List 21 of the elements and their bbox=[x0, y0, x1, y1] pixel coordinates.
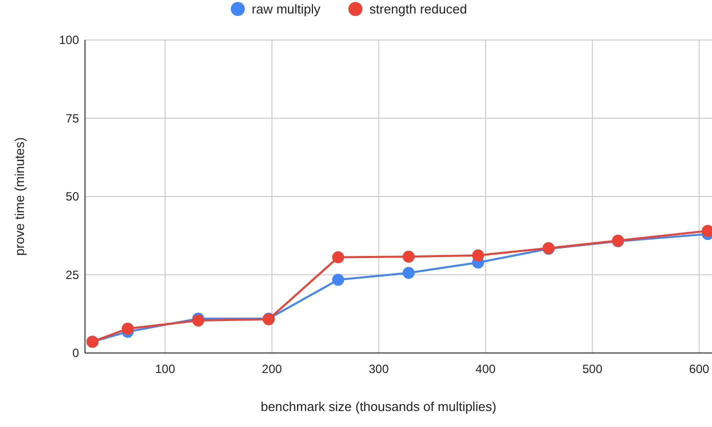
y-tick-label: 0 bbox=[72, 346, 80, 360]
y-tick-label: 100 bbox=[58, 33, 80, 47]
x-tick-label: 400 bbox=[476, 362, 496, 376]
x-tick-label: 600 bbox=[689, 362, 710, 376]
point bbox=[332, 251, 344, 264]
x-tick-label: 200 bbox=[262, 362, 282, 376]
x-tick-label: 100 bbox=[155, 362, 176, 376]
point bbox=[402, 266, 415, 279]
y-axis-title: prove time (minutes) bbox=[12, 137, 27, 256]
y-tick-label: 75 bbox=[66, 111, 80, 126]
x-tick-label: 300 bbox=[368, 362, 390, 376]
x-tick-label: 500 bbox=[582, 362, 603, 376]
point bbox=[122, 322, 134, 335]
y-tick-label: 25 bbox=[66, 268, 80, 282]
y-tick-label: 50 bbox=[66, 190, 80, 204]
point bbox=[472, 249, 484, 262]
point bbox=[402, 250, 415, 263]
legend-label: raw multiply bbox=[252, 2, 321, 16]
point bbox=[332, 274, 344, 286]
legend-label: strength reduced bbox=[369, 2, 467, 16]
x-axis-title: benchmark size (thousands of multiplies) bbox=[260, 399, 496, 414]
